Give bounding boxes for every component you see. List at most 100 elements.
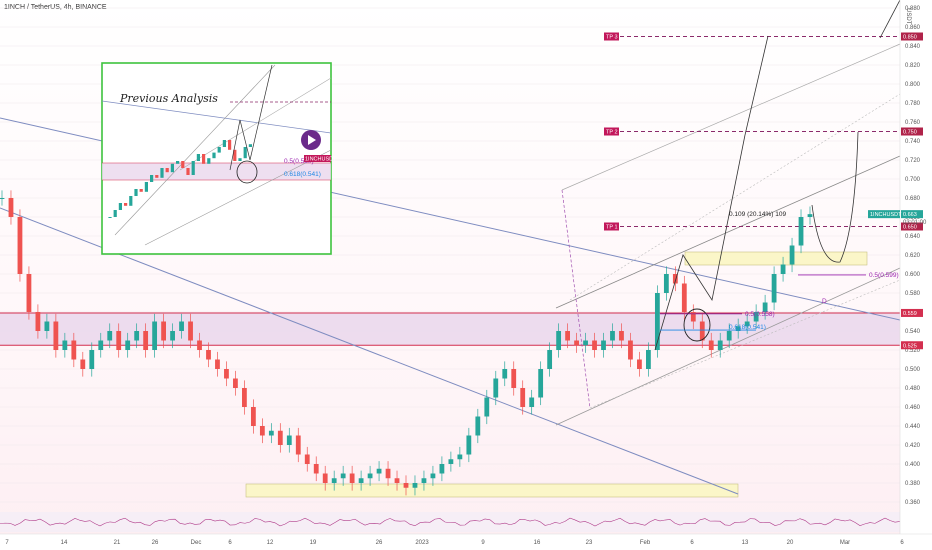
y-tick-label: 0.860 <box>905 25 921 31</box>
inset-fib-05: 0.5(0.559) <box>284 158 314 165</box>
candle-body <box>556 331 562 350</box>
candle-body <box>143 331 149 350</box>
candle-body <box>161 321 166 341</box>
y-tick-label: 0.360 <box>905 500 921 506</box>
x-tick-label: 6 <box>690 540 694 546</box>
candle-body <box>277 430 283 445</box>
candle-body <box>574 340 579 346</box>
candle-body <box>26 274 32 312</box>
y-tick-label: 0.720 <box>905 158 921 164</box>
x-axis-bg <box>0 534 932 550</box>
inset-trend <box>101 100 332 134</box>
y-tick-label: 0.440 <box>905 424 921 430</box>
inset-candle <box>160 168 164 178</box>
price-tag-bg <box>901 341 923 350</box>
tp-label-bg <box>604 127 619 136</box>
candle-body <box>421 478 427 483</box>
inset-channel-top <box>114 64 276 236</box>
candle-body <box>654 293 660 350</box>
candle-body <box>331 478 337 483</box>
inset-fib-0618: 0.618(0.541) <box>284 171 321 178</box>
circle-marker <box>683 308 711 342</box>
candle-body <box>376 468 382 474</box>
candle-body <box>35 312 41 331</box>
x-tick-label: Dec <box>191 540 202 546</box>
candle-body <box>798 217 804 246</box>
price-tag-bg <box>901 32 923 41</box>
inset-title: Previous Analysis <box>119 92 218 105</box>
candle-body <box>502 369 508 379</box>
price-tag-bg <box>901 222 923 231</box>
price-tag: 0.559 <box>903 311 917 317</box>
y-tick-label: 0.840 <box>905 44 921 50</box>
yellow-zone-top <box>684 251 868 266</box>
x-tick-label: 7 <box>5 540 9 546</box>
candle-body <box>367 473 373 479</box>
channel-upper-ext <box>561 43 901 191</box>
channel-lower <box>555 267 901 426</box>
candle-body <box>304 454 310 464</box>
y-tick-label: 0.600 <box>905 272 921 278</box>
candle-body <box>349 473 355 483</box>
path-projection-2 <box>744 35 769 136</box>
candle-body <box>726 331 732 341</box>
price-tag: 0.525 <box>903 343 917 349</box>
candle-body <box>583 340 588 346</box>
candle-body <box>592 340 597 350</box>
candle-body <box>484 397 490 417</box>
fib-05-mid-label: 0.5(0.558) <box>745 311 775 318</box>
candle-body <box>107 331 113 341</box>
candle-body <box>206 350 211 360</box>
inset-candle <box>150 175 154 182</box>
candle-body <box>780 264 786 274</box>
yellow-zone-bottom <box>245 483 739 498</box>
candle-body <box>681 283 687 312</box>
candle-body <box>565 331 570 341</box>
candle-body <box>170 331 175 341</box>
candle-body <box>744 321 750 327</box>
candle-body <box>610 331 615 341</box>
y-tick-label: 0.780 <box>905 101 921 107</box>
last-price-countdown: 03:01:00 <box>903 220 927 226</box>
candle-body <box>466 435 472 455</box>
x-tick-label: 16 <box>534 540 541 546</box>
candle-body <box>17 217 23 274</box>
y-tick-label: 0.400 <box>905 462 921 468</box>
candle-body <box>547 350 553 369</box>
candle-body <box>538 369 544 398</box>
price-tag-bg <box>901 308 923 317</box>
x-tick-label: 6 <box>228 540 232 546</box>
y-tick-label: 0.700 <box>905 177 921 183</box>
inset-candle <box>186 168 190 175</box>
inset-candle <box>212 152 216 159</box>
inset-candle <box>170 163 174 173</box>
inset-zone <box>102 163 331 180</box>
tp-label: TP 3 <box>606 35 618 41</box>
candle-body <box>89 350 95 369</box>
candle-body <box>520 388 526 407</box>
candle-body <box>637 359 642 369</box>
candle-body <box>44 321 50 331</box>
y-tick-label: 0.580 <box>905 291 921 297</box>
inset-candle <box>207 158 211 164</box>
candle-body <box>215 359 220 369</box>
y-tick-label: 0.540 <box>905 329 921 335</box>
x-tick-label: 26 <box>152 540 159 546</box>
x-tick-label: Mar <box>840 540 850 546</box>
inset-channel-bottom <box>144 149 332 246</box>
candle-body <box>771 274 777 303</box>
d-marker: D <box>822 298 827 305</box>
inset-candle <box>191 161 195 175</box>
inset-candle <box>165 168 169 173</box>
x-tick-label: Feb <box>640 540 651 546</box>
candle-body <box>646 350 651 369</box>
inset-tag-bg <box>304 155 331 162</box>
candle-body <box>179 321 184 331</box>
inset-candle <box>139 189 143 192</box>
y-tick-label: 0.640 <box>905 234 921 240</box>
inset-candle <box>144 182 148 192</box>
candle-body <box>439 464 445 474</box>
candle-body <box>259 426 265 436</box>
